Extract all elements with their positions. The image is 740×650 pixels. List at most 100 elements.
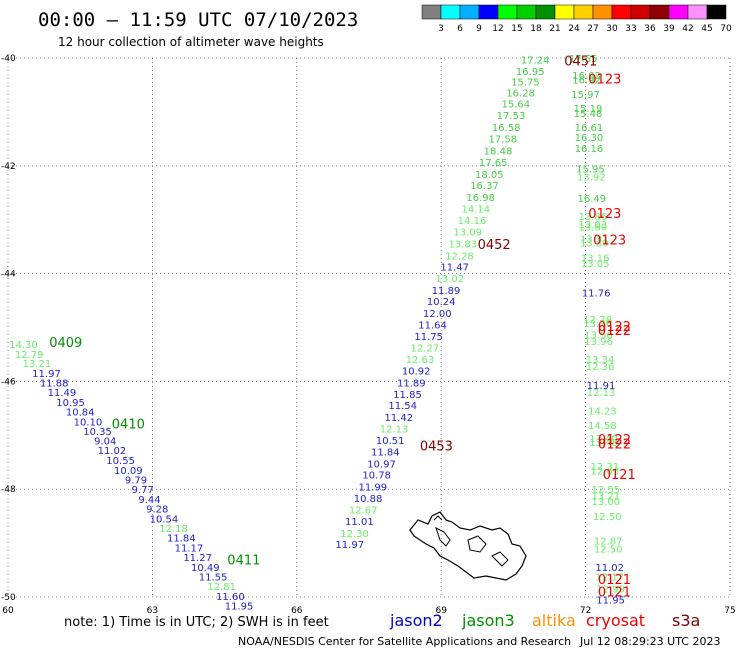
colorbar-swatch — [611, 4, 632, 20]
colorbar-swatch — [440, 4, 461, 20]
swh-value: 16.37 — [470, 181, 499, 192]
pass-id-label: 0409 — [49, 336, 82, 351]
swh-value: 13.00 — [591, 497, 620, 508]
colorbar-swatch — [706, 4, 727, 20]
pass-id-label: 0452 — [478, 238, 511, 253]
chart-subtitle: 12 hour collection of altimeter wave hei… — [58, 35, 324, 49]
swh-value: 13.21 — [23, 359, 52, 370]
satellite-legend-item: jason2 — [389, 611, 443, 630]
swh-value: 13.34 — [586, 355, 615, 366]
swh-value: 11.99 — [359, 483, 388, 494]
swh-value: 11.75 — [414, 332, 443, 343]
swh-value: 12.18 — [159, 524, 188, 535]
x-tick-label: 69 — [435, 606, 447, 616]
colorbar-swatch — [687, 4, 708, 20]
swh-value: 10.92 — [402, 367, 431, 378]
swh-value: 16.49 — [578, 194, 607, 205]
swh-value: 13.92 — [577, 173, 606, 184]
swh-value: 13.40 — [589, 434, 618, 445]
swh-value: 11.95 — [225, 602, 254, 613]
colorbar-swatch — [535, 4, 556, 20]
swh-value: 11.95 — [596, 596, 625, 607]
colorbar-label: 27 — [587, 24, 598, 34]
x-tick-label: 66 — [291, 606, 303, 616]
pass-id-label: 0123 — [588, 72, 621, 87]
swh-value: 12.99 — [596, 584, 625, 595]
swh-value: 10.84 — [66, 408, 95, 419]
swh-value: 10.09 — [114, 466, 143, 477]
swh-value: 11.97 — [32, 369, 61, 380]
swh-value: 10.78 — [362, 471, 391, 482]
colorbar-swatch — [478, 4, 499, 20]
swh-value: 16.63 — [572, 71, 601, 82]
colorbar-label: 42 — [682, 24, 693, 34]
pass-id-label: 0121 — [598, 573, 631, 588]
swh-value: 14.23 — [588, 407, 617, 418]
swh-value: 15.64 — [501, 99, 530, 110]
swh-value: 11.01 — [345, 517, 374, 528]
swh-value: 13.86 — [578, 212, 607, 223]
swh-value: 10.51 — [376, 436, 405, 447]
data-points: 17.2416.9515.7516.2815.6417.5316.5817.58… — [9, 54, 625, 613]
swh-value: 11.42 — [385, 413, 414, 424]
swh-value: 10.54 — [150, 514, 179, 525]
colorbar-swatch — [668, 4, 689, 20]
colorbar-swatch — [573, 4, 594, 20]
pass-id-label: 0121 — [603, 468, 636, 483]
swh-value: 16.16 — [575, 144, 604, 155]
swh-value: 12.36 — [586, 362, 615, 373]
swh-value: 13.50 — [584, 331, 613, 342]
swh-value: 17.65 — [569, 54, 598, 65]
colorbar-label: 70 — [720, 24, 732, 34]
swh-value: 12.13 — [587, 388, 616, 399]
pass-id-label: 0411 — [227, 553, 260, 568]
x-tick-label: 72 — [580, 606, 591, 616]
chart-title: 00:00 – 11:59 UTC 07/10/2023 — [38, 9, 358, 31]
swh-value: 10.95 — [56, 398, 85, 409]
colorbar-swatch — [649, 4, 670, 20]
colorbar-label: 39 — [663, 24, 675, 34]
colorbar-label: 9 — [476, 24, 482, 34]
colorbar-label: 24 — [568, 24, 580, 34]
swh-value: 13.48 — [589, 438, 618, 449]
swh-value: 9.79 — [125, 475, 147, 486]
swh-value: 15.75 — [511, 78, 540, 89]
swh-value: 12.27 — [411, 343, 440, 354]
y-tick-label: -42 — [1, 162, 16, 172]
y-tick-label: -44 — [1, 270, 16, 280]
colorbar-swatch — [459, 4, 480, 20]
swh-value: 11.84 — [371, 447, 400, 458]
swh-value: 13.21 — [591, 492, 620, 503]
swh-value: 11.97 — [335, 540, 364, 551]
footer-note: note: 1) Time is in UTC; 2) SWH is in fe… — [64, 615, 329, 630]
swh-value: 13.05 — [581, 259, 610, 270]
swh-value: 16.58 — [492, 123, 521, 134]
swh-value: 12.13 — [380, 424, 409, 435]
swh-value: 13.03 — [578, 220, 607, 231]
swh-value: 17.53 — [497, 111, 526, 122]
y-tick-label: -46 — [1, 377, 16, 387]
swh-value: 11.76 — [582, 288, 611, 299]
swh-value: 18.48 — [484, 147, 513, 158]
colorbar-swatch — [516, 4, 537, 20]
swh-value: 11.55 — [199, 573, 228, 584]
pass-id-label: 0410 — [112, 417, 145, 432]
swh-value: 9.44 — [138, 495, 160, 506]
colorbar-label: 3 — [438, 24, 444, 34]
pass-id-label: 0122 — [598, 437, 631, 452]
y-tick-label: -50 — [1, 593, 16, 603]
colorbar-swatch — [592, 4, 613, 20]
swh-value: 12.50 — [593, 512, 622, 523]
swh-value: 11.84 — [167, 534, 196, 545]
swh-value: 12.00 — [423, 309, 452, 320]
colorbar-label: 30 — [606, 24, 618, 34]
swh-value: 12.55 — [591, 485, 620, 496]
swh-value: 10.49 — [191, 563, 220, 574]
swh-value: 13.60 — [578, 223, 607, 234]
swh-value: 13.16 — [581, 253, 610, 264]
swh-value: 11.88 — [40, 378, 69, 389]
swh-value: 17.58 — [488, 134, 517, 145]
satellite-legend-item: jason3 — [461, 611, 515, 630]
swh-value: 11.49 — [48, 388, 77, 399]
